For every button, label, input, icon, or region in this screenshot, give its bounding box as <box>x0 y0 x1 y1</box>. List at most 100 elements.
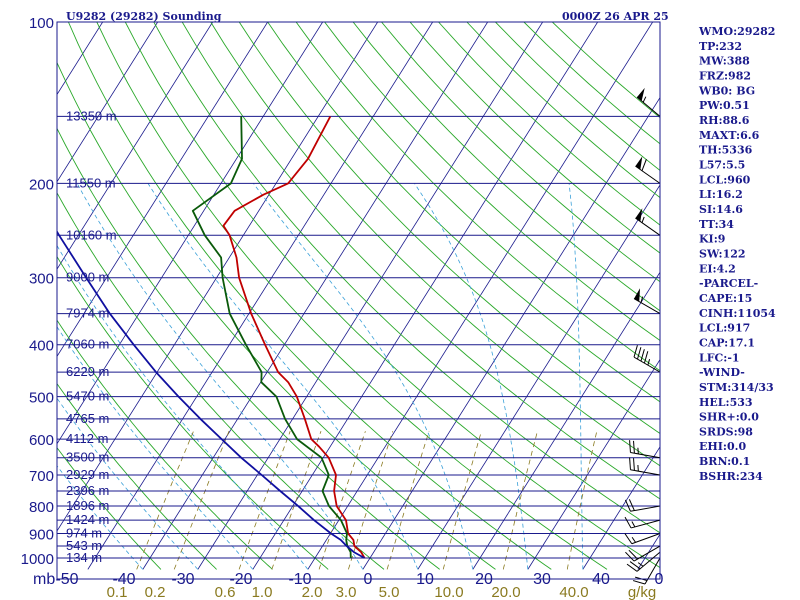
sounding-title: U9282 (29282) Sounding <box>66 10 222 23</box>
moist-adiabat-line <box>76 183 364 570</box>
dry-adiabat-line <box>153 22 660 534</box>
index-item: EHI:0.0 <box>699 440 746 453</box>
wind-barb <box>626 551 661 572</box>
dry-adiabat-line <box>57 127 440 570</box>
index-item: TT:34 <box>699 218 734 231</box>
wind-barb <box>629 457 661 476</box>
height-label: 543 m <box>66 538 102 553</box>
wind-barb <box>633 345 661 373</box>
dry-adiabat-line <box>324 22 660 342</box>
moist-adiabat-line <box>57 244 309 570</box>
height-label: 7060 m <box>66 337 109 352</box>
mixing-ratio-tick-label: 0.6 <box>215 584 236 600</box>
isotherm-line <box>307 22 654 570</box>
mixing-ratio-line <box>271 431 322 570</box>
index-item: SRDS:98 <box>699 425 753 438</box>
dry-adiabat-line <box>210 22 660 467</box>
pressure-tick-label: 900 <box>29 527 54 544</box>
mixing-ratio-tick-label: 3.0 <box>336 584 357 600</box>
wind-barb <box>624 516 661 529</box>
dry-adiabat-line <box>57 319 273 570</box>
mixing-ratio-tick-label: 0.1 <box>107 584 128 600</box>
height-label: 1424 m <box>66 512 109 527</box>
index-item: L57:5.5 <box>699 158 745 171</box>
height-label: 1896 m <box>66 498 109 513</box>
moist-adiabat-line <box>57 465 144 570</box>
index-item: -WIND- <box>699 366 745 379</box>
mixing-ratio-tick-label: 20.0 <box>491 584 520 600</box>
wind-barb <box>635 156 661 184</box>
dry-adiabat-line <box>57 61 496 570</box>
height-label: 134 m <box>66 550 102 565</box>
mixing-ratio-line <box>238 431 291 570</box>
dry-adiabat-line <box>409 22 660 254</box>
pressure-tick-label: 700 <box>29 468 54 485</box>
moist-adiabat-line <box>568 183 584 570</box>
wind-barb <box>625 545 661 562</box>
height-label: 4765 m <box>66 411 109 426</box>
pressure-tick-label: 500 <box>29 390 54 407</box>
mixing-ratio-tick-label: 40.0 <box>559 584 588 600</box>
dry-adiabat-line <box>267 22 660 403</box>
height-label: 7974 m <box>66 306 109 321</box>
index-item: TP:232 <box>699 40 742 53</box>
dry-adiabat-line <box>181 22 660 500</box>
isotherm-line <box>57 22 269 358</box>
isotherm-line <box>142 22 489 570</box>
index-item: MAXT:6.6 <box>699 129 760 142</box>
height-label: 2396 m <box>66 483 109 498</box>
mixing-ratio-line <box>136 431 194 570</box>
height-label: 9000 m <box>66 270 109 285</box>
moist-adiabat-line <box>57 326 254 570</box>
height-label: 10160 m <box>66 227 117 242</box>
wind-barb <box>636 87 661 117</box>
index-item: EI:4.2 <box>699 262 736 275</box>
mixing-ratio-line <box>442 431 482 570</box>
wind-barbs <box>624 87 661 585</box>
isotherm-line <box>197 22 544 570</box>
mixing-ratio-line <box>386 431 430 570</box>
mixing-ratio-tick-label: 5.0 <box>379 584 400 600</box>
index-item: BSHR:234 <box>699 470 763 483</box>
mixing-ratio-tick-label: 1.0 <box>252 584 273 600</box>
dry-adiabat-line <box>57 447 162 570</box>
index-item: KI:9 <box>699 233 725 246</box>
dry-adiabat-line <box>352 22 660 312</box>
pressure-tick-label: 1000 <box>21 551 54 568</box>
parcel-profile <box>57 229 365 559</box>
height-label: 2929 m <box>66 467 109 482</box>
index-item: CAPE:15 <box>699 292 752 305</box>
wind-barb <box>633 288 661 315</box>
isotherm-line <box>57 22 159 183</box>
pressure-tick-label: 100 <box>29 15 54 32</box>
temperature-profile <box>222 115 366 559</box>
mixing-ratio-line <box>502 431 538 570</box>
isotherm-line <box>87 22 434 570</box>
index-item: CAP:17.1 <box>699 336 755 349</box>
index-item: STM:314/33 <box>699 381 774 394</box>
index-item: TH:5336 <box>699 144 753 157</box>
index-item: -PARCEL- <box>699 277 758 290</box>
isotherm-line <box>252 22 599 570</box>
dry-adiabat-line <box>551 22 660 119</box>
pressure-tick-label: 800 <box>29 499 54 516</box>
index-item: CINH:11054 <box>699 307 776 320</box>
dry-adiabat-line <box>295 22 660 372</box>
dry-adiabat-line <box>238 22 660 434</box>
isotherm-line <box>582 446 660 570</box>
index-item: HEL:533 <box>699 396 753 409</box>
index-item: WB0: BG <box>698 84 755 97</box>
height-label: 974 m <box>66 526 102 541</box>
pressure-tick-label: 300 <box>29 271 54 288</box>
index-item: MW:388 <box>699 55 750 68</box>
height-label: 4112 m <box>66 431 108 446</box>
index-item: LCL:917 <box>699 322 750 335</box>
dry-adiabat-line <box>57 382 217 570</box>
moist-adiabat-line <box>147 183 419 570</box>
dewpoint-profile <box>191 116 352 559</box>
dry-adiabat-line <box>67 22 552 570</box>
index-item: PW:0.51 <box>699 99 750 112</box>
wind-barb <box>635 208 661 236</box>
